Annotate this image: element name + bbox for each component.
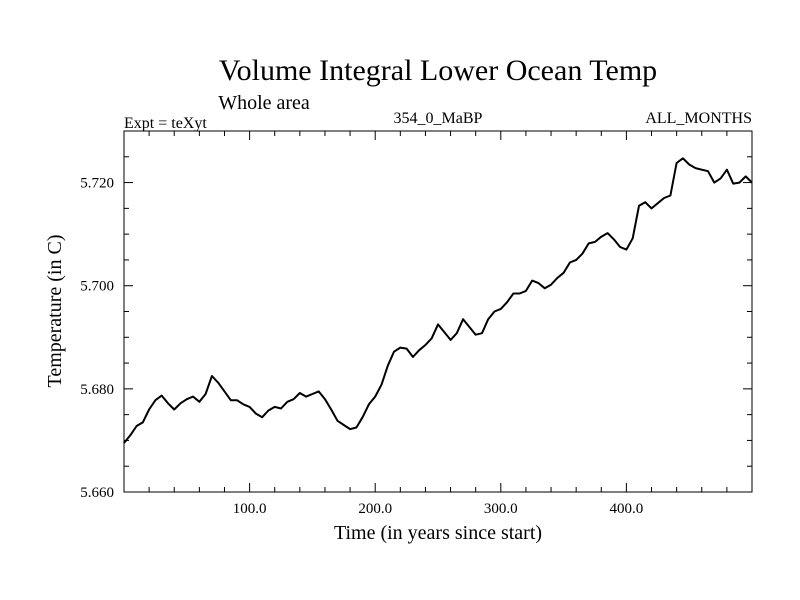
y-axis-tick-labels: 5.660 5.680 5.700 5.720: [80, 176, 114, 501]
y-axis-label: Temperature (in C): [44, 235, 66, 388]
period-label: ALL_MONTHS: [645, 110, 752, 127]
x-tick-label: 300.0: [484, 501, 518, 517]
x-tick-label: 400.0: [610, 501, 644, 517]
y-tick-label: 5.720: [80, 176, 114, 192]
y-tick-label: 5.680: [80, 382, 114, 398]
run-label: 354_0_MaBP: [394, 110, 483, 127]
series-line: [123, 157, 753, 444]
plot-frame: [123, 130, 753, 493]
chart-subtitle: Whole area: [218, 92, 310, 114]
chart-title: Volume Integral Lower Ocean Temp: [219, 54, 657, 87]
x-tick-label: 200.0: [358, 501, 392, 517]
x-axis-tick-labels: 100.0 200.0 300.0 400.0: [233, 501, 644, 517]
y-tick-label: 5.700: [80, 279, 114, 295]
x-tick-label: 100.0: [233, 501, 267, 517]
x-axis-label: Time (in years since start): [334, 522, 542, 544]
experiment-label: Expt = teXyt: [124, 115, 207, 132]
x-axis-ticks: [148, 131, 728, 492]
y-tick-label: 5.660: [80, 485, 114, 501]
